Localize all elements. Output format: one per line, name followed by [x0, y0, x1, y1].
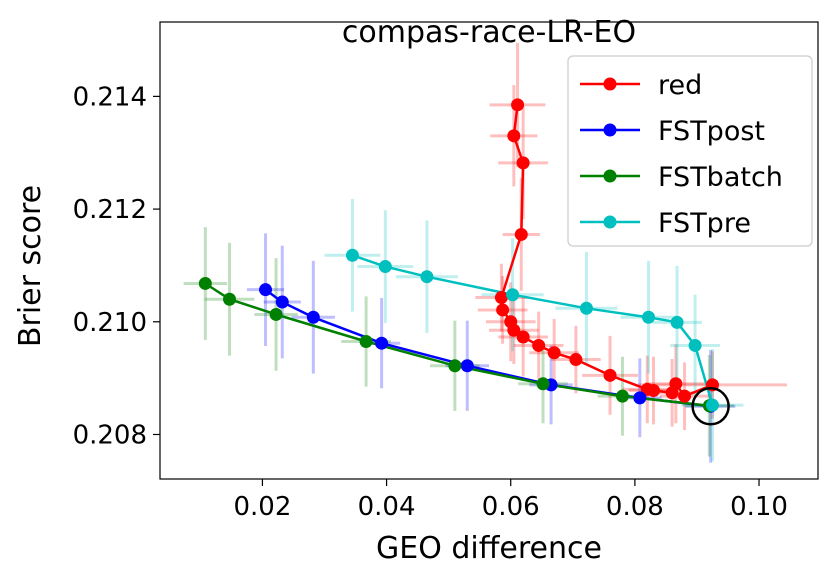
data-point	[532, 338, 546, 352]
data-point	[516, 330, 530, 344]
legend-marker	[603, 77, 617, 91]
plot-frame	[159, 21, 819, 480]
points-layer	[198, 98, 719, 413]
legend-label: FSTpost	[658, 116, 765, 147]
y-axis-label: Brier score	[13, 185, 48, 347]
data-point	[514, 227, 528, 241]
legend-label: FSTpre	[658, 208, 751, 239]
data-point	[507, 323, 521, 337]
data-point	[223, 292, 237, 306]
data-point	[603, 368, 617, 382]
data-point	[511, 98, 525, 112]
data-point	[259, 283, 273, 297]
y-axis: 0.208 0.210 0.212 0.214	[73, 82, 160, 450]
data-point	[642, 310, 656, 324]
highlight-circle	[691, 387, 730, 426]
data-point	[306, 310, 320, 324]
y-tick-label: 0.214	[73, 82, 147, 112]
data-point	[269, 307, 283, 321]
legend-label: FSTbatch	[658, 162, 783, 193]
data-point	[506, 288, 520, 302]
data-point	[494, 291, 508, 305]
data-point	[688, 338, 702, 352]
data-point	[633, 391, 647, 405]
data-point	[670, 315, 684, 329]
data-point	[536, 377, 550, 391]
data-point	[378, 260, 392, 274]
data-point	[547, 346, 561, 360]
legend-marker	[603, 169, 617, 183]
series-line	[204, 282, 710, 407]
data-point	[198, 276, 212, 290]
data-point	[496, 303, 510, 317]
legend-marker	[603, 215, 617, 229]
legend-box	[567, 55, 813, 247]
data-point	[275, 295, 289, 309]
data-point	[516, 156, 530, 170]
data-point	[615, 389, 629, 403]
y-tick-label: 0.210	[73, 308, 147, 338]
data-point	[460, 359, 474, 373]
x-tick-label: 0.02	[233, 492, 291, 522]
legend-label: red	[658, 70, 702, 101]
data-point	[579, 301, 593, 315]
data-point	[345, 248, 359, 262]
data-point	[359, 335, 373, 349]
legend-marker	[603, 123, 617, 137]
data-point	[375, 336, 389, 350]
data-point	[569, 353, 583, 367]
x-tick-label: 0.06	[482, 492, 540, 522]
y-tick-label: 0.212	[73, 195, 147, 225]
y-tick-label: 0.208	[73, 420, 147, 450]
x-tick-label: 0.04	[358, 492, 416, 522]
legend: red FSTpost FSTbatch FSTpre	[567, 55, 813, 247]
data-point	[507, 129, 521, 143]
data-point	[647, 384, 660, 398]
chart-title: compas-race-LR-EO	[342, 15, 636, 50]
data-point	[678, 389, 692, 403]
x-axis-label: GEO difference	[376, 531, 602, 566]
data-point	[448, 359, 462, 373]
data-point	[420, 270, 434, 284]
x-axis: 0.02 0.04 0.06 0.08 0.10	[233, 479, 788, 522]
x-tick-label: 0.08	[606, 492, 664, 522]
data-point	[669, 377, 683, 391]
x-tick-label: 0.10	[730, 492, 788, 522]
data-point	[705, 398, 719, 412]
